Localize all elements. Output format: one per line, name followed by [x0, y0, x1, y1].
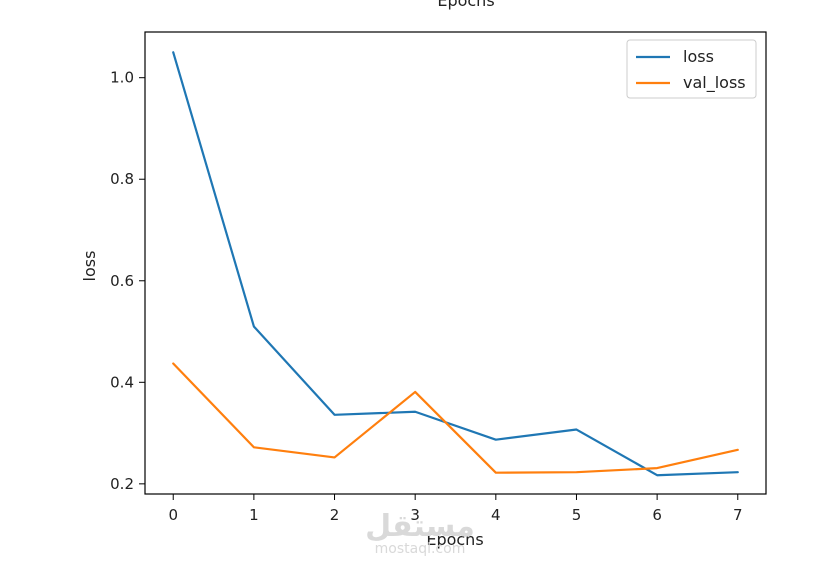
- watermark: مستقل mostaql.com: [365, 509, 475, 557]
- watermark-arabic: مستقل: [365, 509, 475, 544]
- x-axis-label: Epochs: [426, 530, 483, 549]
- watermark-latin: mostaql.com: [375, 541, 466, 557]
- y-axis: 0.2 0.4 0.6 0.8 1.0: [110, 69, 145, 493]
- x-tick-label: 2: [330, 506, 340, 524]
- y-tick-label: 0.4: [110, 373, 134, 391]
- legend-label-val-loss: val_loss: [683, 73, 746, 93]
- y-tick-label: 0.6: [110, 272, 134, 290]
- x-axis: 0 1 2 3 4 5 6 7: [168, 494, 743, 524]
- chart-title: Epochs: [437, 0, 494, 10]
- x-tick-label: 7: [733, 506, 743, 524]
- x-tick-label: 4: [491, 506, 501, 524]
- y-tick-label: 1.0: [110, 69, 134, 87]
- series-layer: [172, 51, 739, 477]
- x-tick-label: 0: [168, 506, 178, 524]
- legend-label-loss: loss: [683, 47, 714, 66]
- series-line-loss: [172, 51, 739, 477]
- y-tick-label: 0.2: [110, 475, 134, 493]
- y-tick-label: 0.8: [110, 170, 134, 188]
- x-tick-label: 3: [410, 506, 420, 524]
- plot-frame: [144, 31, 767, 495]
- x-tick-label: 5: [572, 506, 582, 524]
- legend: loss val_loss: [626, 39, 757, 99]
- x-tick-label: 1: [249, 506, 259, 524]
- series-line-val-loss: [172, 362, 739, 474]
- y-axis-label: loss: [80, 251, 99, 282]
- x-tick-label: 6: [652, 506, 662, 524]
